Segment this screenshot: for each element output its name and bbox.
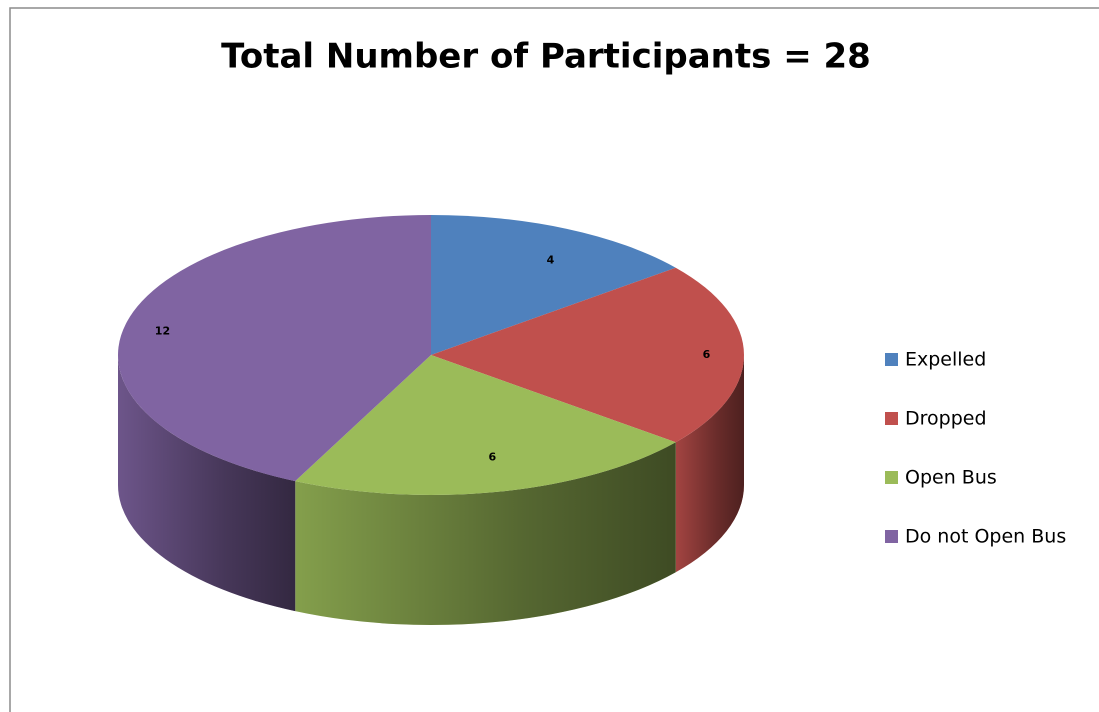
legend-swatch bbox=[885, 412, 898, 425]
legend-swatch bbox=[885, 471, 898, 484]
data-label: 12 bbox=[155, 325, 170, 338]
legend-swatch bbox=[885, 530, 898, 543]
pie-slice bbox=[295, 355, 676, 496]
legend-label: Open Bus bbox=[905, 467, 997, 489]
data-label: 6 bbox=[488, 450, 496, 463]
slice-side-shade bbox=[117, 355, 296, 612]
legend-label: Expelled bbox=[905, 349, 986, 371]
slice-side-shade bbox=[675, 355, 744, 573]
legend-label: Dropped bbox=[905, 408, 987, 430]
slice-side-shade bbox=[295, 442, 676, 625]
pie-slice bbox=[431, 267, 744, 443]
data-label: 6 bbox=[703, 348, 711, 361]
pie-slice bbox=[118, 215, 431, 482]
chart-title: Total Number of Participants = 28 bbox=[221, 37, 871, 77]
pie-slice bbox=[431, 215, 676, 355]
legend-label: Do not Open Bus bbox=[905, 526, 1066, 548]
data-label: 4 bbox=[547, 253, 555, 266]
legend-swatch bbox=[885, 353, 898, 366]
